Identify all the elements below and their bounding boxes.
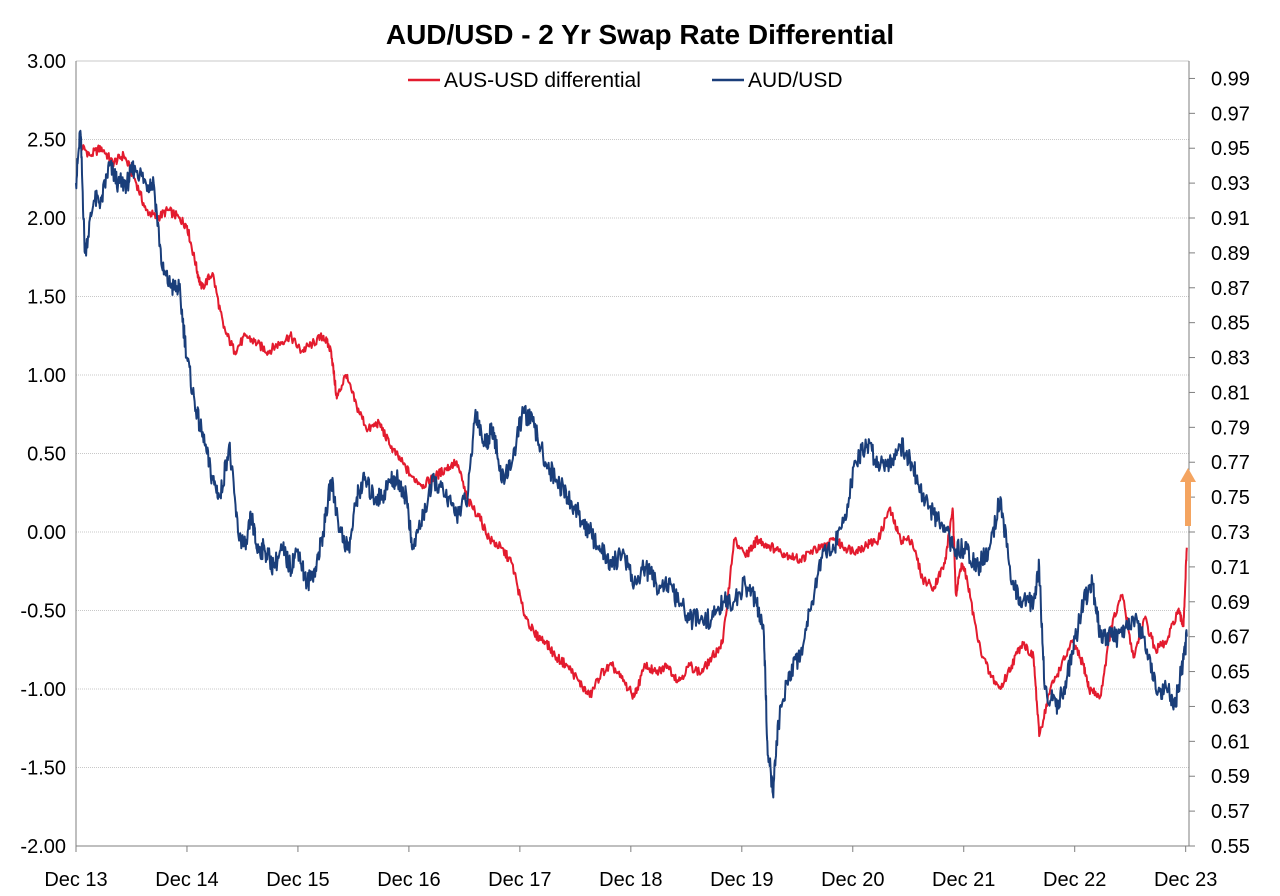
y-right-tick-label: 0.75: [1211, 487, 1250, 509]
y-right-tick-label: 0.59: [1211, 766, 1250, 788]
y-right-tick-label: 0.57: [1211, 801, 1250, 823]
y-right-tick-label: 0.99: [1211, 68, 1250, 90]
x-tick-label: Dec 15: [266, 869, 329, 891]
series-line-audusd: [75, 129, 1188, 799]
y-left-tick-label: 2.50: [27, 130, 66, 152]
series-line-differential: [78, 141, 1188, 738]
y-right-tick-label: 0.85: [1211, 313, 1250, 335]
y-left-tick-label: -1.50: [20, 758, 66, 780]
x-tick-label: Dec 16: [377, 869, 440, 891]
y-left-tick-label: 0.00: [27, 522, 66, 544]
x-tick-label: Dec 20: [821, 869, 884, 891]
x-tick-label: Dec 17: [488, 869, 551, 891]
grid-lines: [76, 60, 1189, 847]
y-right-tick-label: 0.79: [1211, 417, 1250, 439]
y-right-tick-label: 0.89: [1211, 243, 1250, 265]
legend-label-differential: AUS-USD differential: [444, 69, 641, 92]
series-lines: [75, 129, 1188, 799]
y-right-tick-label: 0.71: [1211, 557, 1250, 579]
legend-label-audusd: AUD/USD: [748, 69, 843, 92]
y-left-tick-label: 1.50: [27, 287, 66, 309]
y-left-tick-label: -0.50: [20, 601, 66, 623]
y-right-tick-label: 0.95: [1211, 138, 1250, 160]
y-right-tick-label: 0.87: [1211, 278, 1250, 300]
y-left-tick-label: 0.50: [27, 444, 66, 466]
y-right-tick-label: 0.97: [1211, 103, 1250, 125]
y-right-tick-label: 0.91: [1211, 208, 1250, 230]
y-left-tick-label: 1.00: [27, 365, 66, 387]
y-right-tick-label: 0.67: [1211, 627, 1250, 649]
annotations: [1180, 468, 1196, 526]
y-right-tick-label: 0.83: [1211, 348, 1250, 370]
y-right-tick-label: 0.81: [1211, 382, 1250, 404]
x-tick-label: Dec 22: [1043, 869, 1106, 891]
y-left-tick-label: 2.00: [27, 208, 66, 230]
y-left-tick-label: -2.00: [20, 836, 66, 858]
y-right-tick-label: 0.63: [1211, 696, 1250, 718]
y-right-tick-label: 0.77: [1211, 452, 1250, 474]
y-right-tick-label: 0.61: [1211, 731, 1250, 753]
axes: 3.00 2.50 2.00 1.50 1.00 0.50 0.00 -0.50 -1.00 -1…: [20, 51, 1250, 891]
y-right-tick-label: 0.69: [1211, 592, 1250, 614]
y-right-tick-label: 0.73: [1211, 522, 1250, 544]
x-tick-label: Dec 13: [44, 869, 107, 891]
legend: AUS-USD differential AUD/USD: [408, 69, 843, 92]
y-left-tick-label: 3.00: [27, 51, 66, 73]
annotation-arrow-head: [1180, 468, 1196, 482]
y-right-tick-label: 0.55: [1211, 836, 1250, 858]
x-tick-label: Dec 21: [932, 869, 995, 891]
y-right-tick-label: 0.65: [1211, 662, 1250, 684]
chart-title: AUD/USD - 2 Yr Swap Rate Differential: [386, 19, 894, 50]
x-tick-label: Dec 19: [710, 869, 773, 891]
x-tick-label: Dec 14: [155, 869, 218, 891]
x-tick-label: Dec 18: [599, 869, 662, 891]
annotation-arrow-shaft: [1185, 480, 1191, 526]
y-left-tick-label: -1.00: [20, 679, 66, 701]
x-tick-label: Dec 23: [1154, 869, 1217, 891]
y-right-tick-label: 0.93: [1211, 173, 1250, 195]
